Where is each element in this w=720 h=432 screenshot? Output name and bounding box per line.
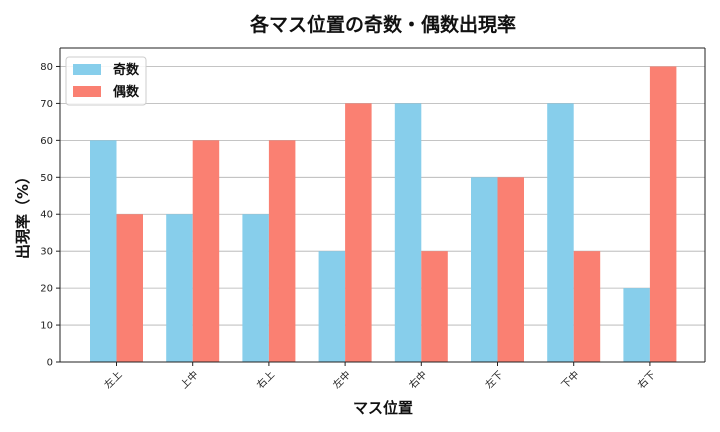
y-ticks: 0 10 20 30 40 50 60 70 80 — [40, 62, 60, 369]
x-tick-label: 右中 — [406, 368, 429, 391]
x-tick-label: 左中 — [330, 368, 353, 391]
x-tick-label: 右下 — [635, 368, 658, 391]
x-tick-label: 左下 — [482, 368, 505, 391]
bar-even-3 — [345, 103, 372, 362]
y-tick-label: 0 — [47, 358, 53, 369]
legend-label-odd: 奇数 — [113, 62, 140, 78]
x-axis-label: マス位置 — [353, 399, 413, 417]
x-ticks: 左上 上中 右上 左中 右中 左下 下中 右下 — [101, 362, 658, 391]
bar-even-2 — [268, 140, 296, 362]
y-tick-label: 30 — [40, 247, 53, 258]
y-tick-label: 50 — [40, 173, 53, 184]
y-tick-label: 80 — [40, 62, 53, 73]
bar-odd-1 — [166, 214, 193, 362]
bar-odd-5 — [471, 177, 498, 362]
y-axis-label: 出現率（%） — [14, 169, 32, 259]
bar-odd-0 — [90, 140, 117, 362]
x-tick-label: 上中 — [177, 368, 200, 391]
bar-odd-3 — [318, 251, 346, 362]
legend-swatch-even — [73, 86, 101, 97]
gridlines — [60, 66, 705, 326]
legend-label-even: 偶数 — [113, 84, 140, 100]
bar-odd-6 — [547, 103, 574, 362]
y-tick-label: 60 — [40, 136, 53, 147]
bar-odd-7 — [623, 288, 650, 362]
y-tick-label: 10 — [40, 321, 53, 332]
x-tick-label: 左上 — [101, 368, 124, 391]
y-tick-label: 70 — [40, 99, 53, 110]
bar-odd-4 — [394, 103, 422, 362]
x-tick-label: 下中 — [558, 368, 581, 391]
y-tick-label: 20 — [40, 284, 53, 295]
bar-even-1 — [192, 140, 220, 362]
bars — [90, 66, 677, 363]
bar-even-6 — [573, 251, 601, 362]
x-tick-label: 右上 — [254, 368, 277, 391]
bar-odd-2 — [242, 214, 269, 362]
chart-title: 各マス位置の奇数・偶数出現率 — [249, 13, 516, 36]
legend: 奇数 偶数 — [65, 56, 147, 106]
bar-even-0 — [116, 214, 143, 362]
y-tick-label: 40 — [40, 210, 53, 221]
bar-even-4 — [421, 251, 448, 362]
legend-swatch-odd — [73, 64, 101, 75]
bar-even-7 — [649, 66, 677, 363]
bar-even-5 — [497, 177, 524, 362]
